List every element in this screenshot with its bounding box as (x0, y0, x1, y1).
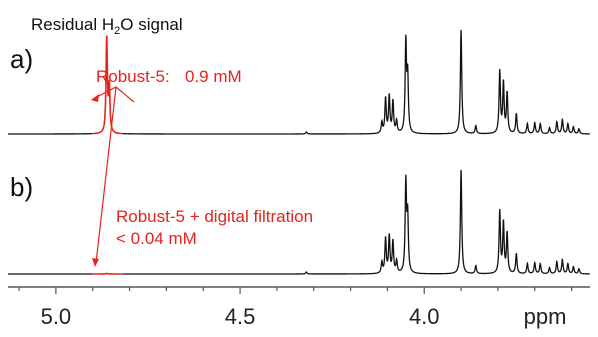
water-peak-a (92, 35, 123, 135)
residual-label-subscript: 2 (114, 25, 120, 37)
x-tick-label: 5.0 (41, 304, 72, 329)
arrowhead-b (92, 258, 99, 267)
x-tick-label: 4.0 (409, 304, 440, 329)
panel-a-label: a) (10, 44, 33, 74)
robust-b-label-line2: < 0.04 mM (116, 229, 197, 248)
x-axis-label: ppm (524, 304, 567, 329)
water-peak-b (92, 272, 123, 275)
arrowheads (91, 94, 99, 267)
robust-a-value: 0.9 mM (185, 67, 242, 86)
residual-label-tail: signal (134, 15, 183, 34)
residual-label-main: Residual H (31, 15, 114, 34)
spectrum-b-right (122, 169, 590, 275)
residual-label-oxygen: O (120, 15, 133, 34)
annotation-arrows (92, 86, 135, 264)
robust-a-label: Robust-5: (96, 67, 170, 86)
robust-b-label-line1: Robust-5 + digital filtration (116, 207, 313, 226)
arrowhead-a (91, 94, 99, 102)
spectrum-a-right (122, 29, 590, 135)
panel-b-label: b) (10, 172, 33, 202)
x-tick-label: 4.5 (225, 304, 256, 329)
arrow-to-peak-a (92, 86, 135, 103)
spectra-group (8, 29, 590, 275)
arrow-to-peak-b (95, 86, 117, 264)
residual-water-label: Residual H2O signal (31, 15, 183, 37)
x-axis: 5.0 4.5 4.0 ppm (8, 286, 590, 329)
